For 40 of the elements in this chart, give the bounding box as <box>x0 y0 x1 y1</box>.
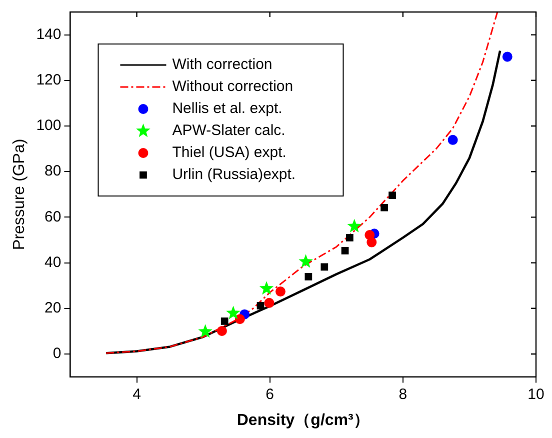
x-tick-label: 10 <box>528 386 544 403</box>
point <box>448 134 458 145</box>
y-tick-label: 80 <box>44 162 62 180</box>
point <box>275 286 286 297</box>
y-tick-label: 20 <box>44 300 62 317</box>
x-tick-label: 8 <box>398 386 408 403</box>
y-tick-label: 140 <box>36 26 62 43</box>
point <box>220 317 228 325</box>
point <box>347 218 362 232</box>
point <box>320 263 328 271</box>
legend-label: Nellis et al. expt. <box>172 100 282 118</box>
point <box>259 281 274 295</box>
y-tick-label: 0 <box>52 345 62 362</box>
point <box>366 237 377 248</box>
y-tick-label: 40 <box>44 254 62 271</box>
point <box>226 306 240 320</box>
point <box>388 192 396 199</box>
x-axis-title: Density（g/cm³） <box>236 412 370 429</box>
legend-label: Urlin (Russia)expt. <box>172 166 296 184</box>
x-tick-label: 6 <box>266 386 274 403</box>
point <box>264 298 274 308</box>
legend-label: With correction <box>172 56 272 74</box>
point <box>198 324 212 338</box>
point <box>502 52 512 62</box>
legend-label: Thiel (USA) expt. <box>172 144 286 162</box>
point <box>380 204 388 212</box>
point <box>304 273 312 280</box>
point <box>256 302 264 310</box>
x-tick-label: 4 <box>132 386 141 403</box>
point <box>341 247 349 254</box>
legend-label: Without correction <box>172 78 294 96</box>
point <box>346 234 354 242</box>
y-tick-label: 120 <box>36 72 62 89</box>
y-tick-label: 100 <box>36 117 62 134</box>
y-axis-title: Pressure (GPa) <box>11 138 28 250</box>
point <box>298 254 313 268</box>
y-tick-label: 60 <box>44 208 62 226</box>
point <box>216 326 227 336</box>
point <box>234 314 245 324</box>
legend-label: APW-Slater calc. <box>172 122 286 140</box>
